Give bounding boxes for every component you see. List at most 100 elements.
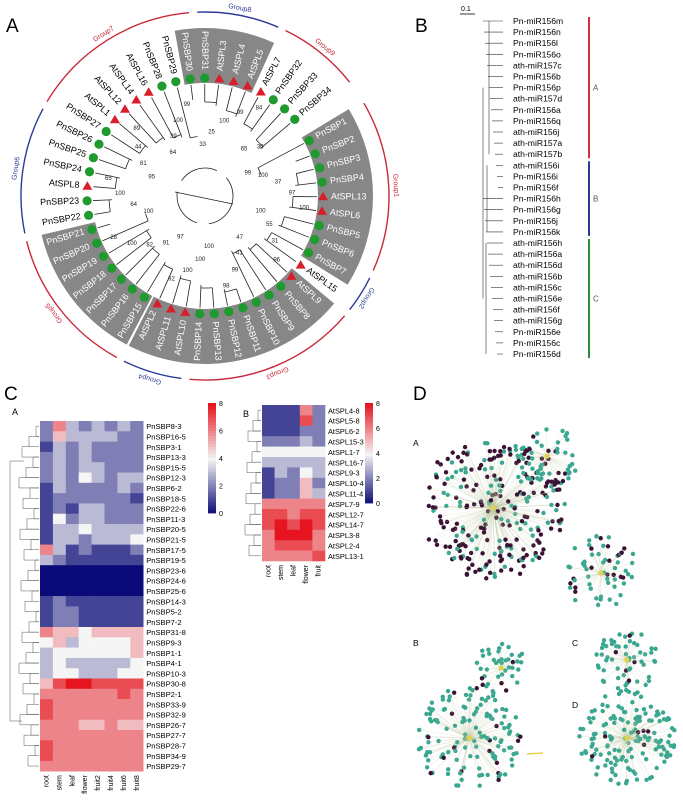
heatmap-b-cell: [262, 488, 275, 499]
network-node: [518, 734, 523, 739]
network-edge: [468, 715, 491, 739]
dendrogram-a-branch: [26, 704, 39, 715]
heatmap-b-cell: [274, 498, 288, 510]
network-edge: [500, 667, 519, 670]
network-node: [555, 440, 561, 445]
network-node: [496, 674, 501, 679]
scale-b-segment: [365, 475, 373, 479]
heatmap-a-cell: [130, 544, 144, 556]
scale-b-segment: [365, 428, 373, 431]
branch-arc: [255, 139, 264, 147]
dendrogram-a-branch: [21, 631, 39, 643]
heatmap-a-cell: [130, 760, 144, 772]
network-node: [612, 639, 617, 645]
scale-a-tick: 2: [219, 484, 223, 491]
heatmap-a-cell: [52, 575, 67, 587]
heatmap-a-cell: [91, 421, 105, 432]
branch: [93, 186, 116, 189]
network-node: [606, 751, 612, 756]
network-node: [556, 518, 561, 524]
heatmap-a-cell: [65, 699, 79, 710]
network-node: [541, 510, 546, 516]
network-node: [616, 691, 622, 697]
heatmap-a-cell: [52, 513, 67, 525]
branch: [151, 97, 174, 139]
network-node: [601, 641, 606, 647]
pn-marker: [268, 95, 278, 105]
network-edge: [602, 704, 628, 739]
heatmap-a-cell: [104, 565, 118, 576]
heatmap-a-cell: [65, 606, 79, 617]
network-edge: [443, 737, 470, 758]
network-node: [627, 639, 633, 644]
heatmap-a-row-label: PnSBP30-8: [146, 680, 186, 689]
heatmap-b-row-label: AtSPL15-3: [328, 438, 364, 447]
mirna-tip-label: ath-miR156d: [513, 260, 562, 270]
network-node: [452, 723, 458, 729]
network-node: [635, 679, 640, 684]
network-node: [572, 545, 578, 551]
heatmap-b-cell: [312, 540, 326, 551]
network-node: [643, 682, 648, 688]
heatmap-a-cell: [104, 431, 118, 442]
heatmap-a-cell: [78, 740, 92, 751]
heatmap-a-cell: [91, 431, 105, 442]
network-node: [454, 533, 459, 538]
network-edge: [593, 717, 628, 739]
heatmap-a-cell: [52, 699, 67, 710]
network-edge: [546, 455, 570, 473]
heatmap-a-cell: [78, 637, 92, 648]
heatmap-b-cell: [312, 498, 326, 510]
network-node: [652, 730, 657, 736]
network-edge: [465, 694, 470, 739]
network-edge: [492, 448, 510, 509]
scale-a-segment: [208, 496, 216, 500]
network-node: [595, 602, 601, 608]
network-edge: [451, 462, 494, 509]
heatmap-b-cell: [262, 467, 275, 479]
network-node: [521, 456, 526, 462]
heatmap-a-row-label: PnSBP24-6: [146, 577, 186, 586]
scale-a-segment: [208, 444, 216, 448]
network-node: [458, 554, 463, 560]
bootstrap-label: 64: [130, 202, 137, 208]
scale-b-segment: [365, 445, 373, 449]
network-hub: [466, 735, 472, 741]
heatmap-a-row-label: PnSBP7-2: [146, 618, 181, 627]
heatmap-b-cell: [312, 457, 326, 468]
clade-sector-2: [128, 268, 335, 364]
network-edge: [448, 507, 494, 554]
tip-label: PnSBP24: [43, 157, 83, 175]
network-edge: [614, 718, 628, 739]
network-node: [609, 766, 615, 771]
network-node: [464, 504, 469, 510]
network-node: [492, 448, 497, 454]
network-edge: [575, 572, 602, 601]
pn-marker: [127, 284, 137, 294]
scale-b-segment: [365, 415, 373, 419]
dendrogram-a-branch: [23, 549, 39, 561]
heatmap-a-cell: [91, 719, 105, 731]
network-node: [477, 466, 482, 471]
heatmap-a-cell: [91, 472, 105, 484]
network-edge: [626, 737, 629, 769]
tip-label: PnSBP4: [329, 172, 364, 186]
network-edge: [460, 486, 494, 509]
heatmap-a-row-label: PnSBP33-9: [146, 700, 186, 709]
heatmap-a-cell: [91, 616, 105, 628]
scale-b-segment: [365, 463, 373, 466]
network-node: [649, 646, 654, 651]
scale-a-segment: [208, 491, 216, 495]
heatmap-b-cell: [299, 498, 313, 510]
network-edge: [546, 435, 566, 457]
heatmap-a-cell: [104, 544, 118, 556]
network-node: [492, 551, 497, 557]
heatmap-a-cell: [65, 554, 79, 566]
network-node: [626, 678, 632, 683]
heatmap-a-cell: [104, 421, 118, 432]
heatmap-b-cell: [274, 529, 288, 541]
heatmap-a-cell: [117, 544, 131, 556]
network-node: [598, 597, 603, 602]
heatmap-a-cell: [40, 668, 54, 679]
heatmap-a-row-label: PnSBP28-7: [146, 742, 186, 751]
